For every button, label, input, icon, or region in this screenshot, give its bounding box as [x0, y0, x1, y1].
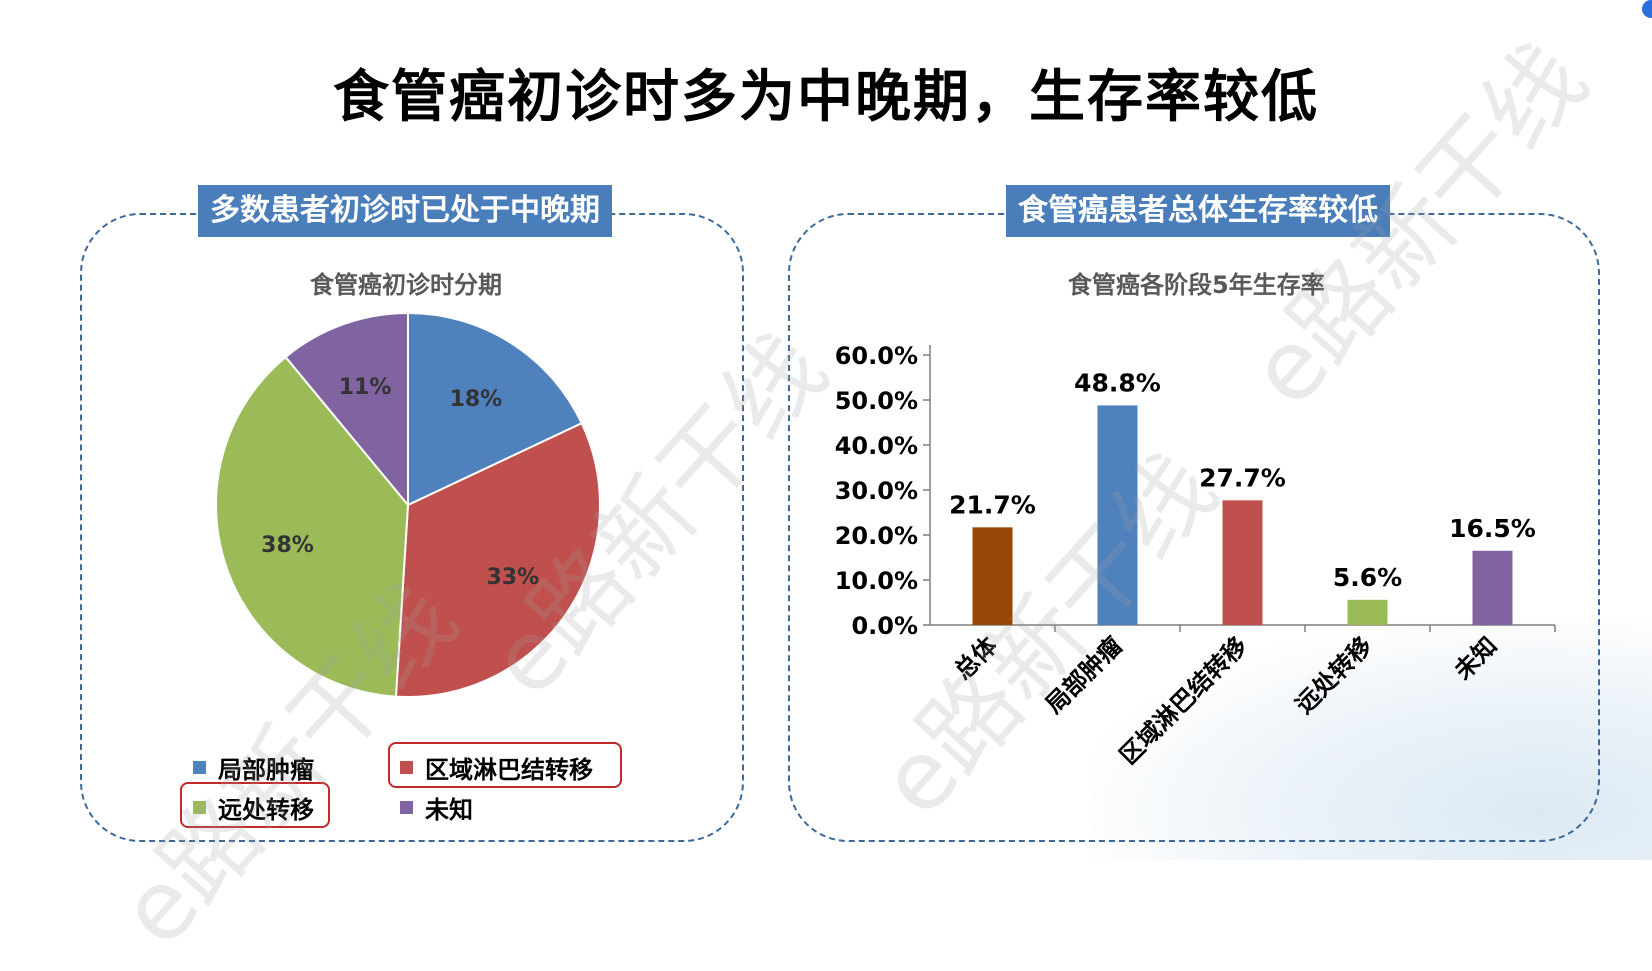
highlight-outline-regional [388, 742, 622, 788]
left-panel-header: 多数患者初诊时已处于中晚期 [198, 185, 612, 237]
y-tick-label: 60.0% [835, 342, 918, 370]
bar-unknown [1472, 550, 1513, 625]
legend-item-local: 局部肿瘤 [193, 750, 314, 785]
bar-distant [1347, 599, 1388, 625]
bar-chart-title: 食管癌各阶段5年生存率 [1068, 271, 1325, 299]
bar-chart: 0.0% 10.0% 20.0% 30.0% 40.0% 50.0% 60.0% 21.7% 总… [835, 342, 1556, 770]
y-tick-label: 0.0% [851, 612, 918, 640]
page-title: 食管癌初诊时多为中晚期，生存率较低 [333, 65, 1319, 130]
pie-chart: 18% 33% 38% 11% [215, 311, 601, 698]
bar-data-label-local: 48.8% [1074, 368, 1161, 397]
x-tick-label-local: 局部肿瘤 [1040, 631, 1128, 719]
y-tick-label: 30.0% [835, 477, 918, 505]
pie-label-unknown: 11% [339, 375, 392, 400]
bar-data-label-unknown: 16.5% [1449, 514, 1536, 543]
pie-chart-title: 食管癌初诊时分期 [310, 271, 502, 299]
x-tick-label-distant: 远处转移 [1290, 631, 1378, 719]
bar-local [1097, 405, 1138, 625]
bar-regional [1222, 500, 1263, 625]
pie-label-local: 18% [450, 387, 503, 412]
pie-label-distant: 38% [261, 533, 314, 558]
y-tick-label: 10.0% [835, 567, 918, 595]
legend-swatch-unknown [400, 801, 413, 814]
x-tick-label-regional: 区域淋巴结转移 [1114, 631, 1253, 770]
legend-label-regional: 区域淋巴结转移 [425, 756, 593, 784]
pie-label-regional: 33% [486, 565, 539, 590]
scroll-indicator[interactable] [1642, 0, 1652, 18]
legend-item-distant: 远处转移 [193, 790, 314, 825]
bar-data-label-regional: 27.7% [1199, 463, 1286, 492]
legend-label-unknown: 未知 [425, 796, 473, 824]
bar-data-label-distant: 5.6% [1333, 563, 1402, 592]
right-panel-header: 食管癌患者总体生存率较低 [1006, 185, 1390, 237]
y-tick-label: 40.0% [835, 432, 918, 460]
y-tick-label: 50.0% [835, 387, 918, 415]
legend-swatch-local [193, 761, 206, 774]
y-tick-label: 20.0% [835, 522, 918, 550]
bar-overall [972, 527, 1013, 625]
x-tick-label-unknown: 未知 [1449, 631, 1503, 685]
pie-slice-local [407, 311, 584, 507]
pie-slice-unknown [284, 311, 409, 508]
legend-swatch-regional [400, 761, 413, 774]
legend-item-unknown: 未知 [400, 790, 473, 825]
legend-item-regional: 区域淋巴结转移 [400, 750, 593, 785]
pie-slice-regional [394, 421, 601, 698]
highlight-outline-distant [180, 782, 330, 828]
legend-label-distant: 远处转移 [218, 796, 314, 824]
x-tick-label-overall: 总体 [949, 631, 1003, 685]
legend-swatch-distant [193, 801, 206, 814]
legend-label-local: 局部肿瘤 [218, 756, 314, 784]
pie-slice-distant [215, 355, 410, 698]
bar-data-label-overall: 21.7% [949, 490, 1036, 519]
